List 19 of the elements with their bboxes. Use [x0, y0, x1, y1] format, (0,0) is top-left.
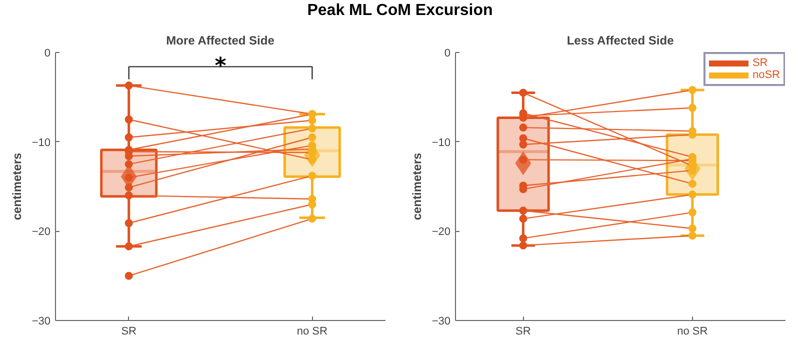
y-tick-label: −20	[432, 226, 451, 238]
y-axis-title: centimeters	[10, 152, 24, 220]
y-tick-label: −10	[432, 136, 451, 149]
y-tick-label: −10	[32, 136, 51, 149]
chart-subtitle: Less Affected Side	[566, 34, 674, 48]
y-tick-label: 0	[444, 48, 451, 60]
y-axis-title: centimeters	[410, 152, 424, 220]
chart-subtitle: More Affected Side	[166, 34, 275, 48]
x-tick-label: SR	[121, 326, 137, 338]
legend-label: noSR	[752, 69, 780, 81]
legend-label: SR	[752, 57, 769, 69]
y-tick-label: 0	[44, 48, 51, 60]
x-tick-label: no SR	[296, 326, 328, 338]
x-tick-label: no SR	[677, 326, 708, 338]
y-tick-label: −30	[432, 316, 451, 328]
y-tick-label: −20	[32, 226, 51, 238]
y-tick-label: −30	[32, 316, 51, 328]
chart-title: Peak ML CoM Excursion	[307, 1, 493, 21]
x-tick-label: SR	[516, 326, 531, 338]
